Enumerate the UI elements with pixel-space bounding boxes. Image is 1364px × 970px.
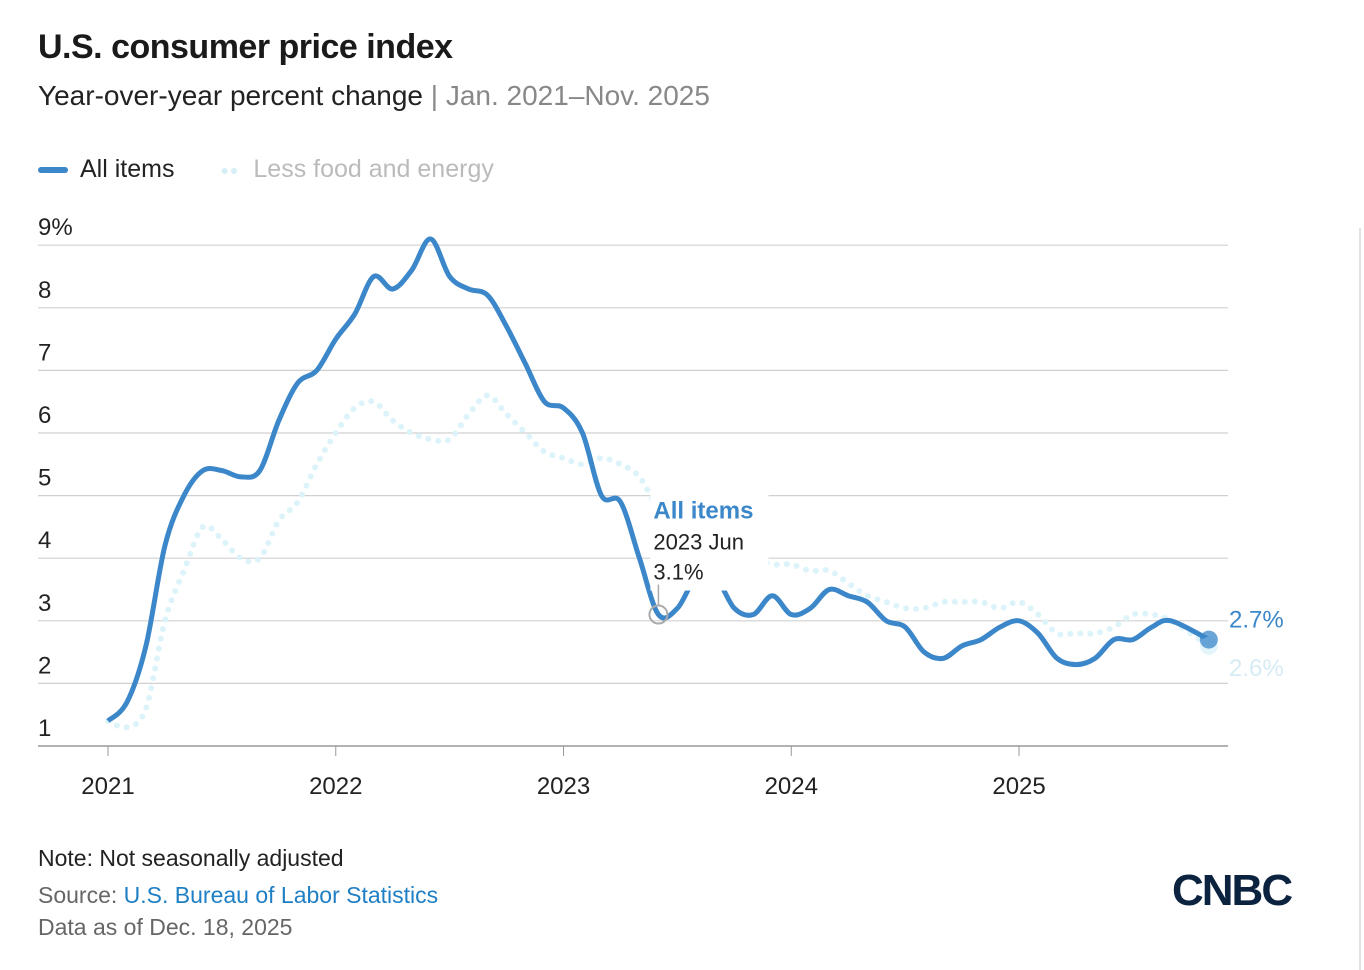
series-line-core [105, 392, 1212, 731]
legend-swatch-core: ●● [220, 161, 240, 178]
source-label: Source: [38, 882, 118, 908]
y-tick-label: 6 [38, 402, 51, 429]
x-tick-label: 2023 [537, 773, 590, 800]
source-link[interactable]: U.S. Bureau of Labor Statistics [123, 882, 439, 908]
note: Note: Not seasonally adjusted [38, 845, 344, 871]
chart-subtitle: Year-over-year percent change | Jan. 202… [38, 80, 710, 111]
scrollbar-edge [1359, 228, 1361, 970]
tooltip-series: All items [653, 498, 753, 525]
y-tick-label: 5 [38, 465, 51, 492]
source: Source: U.S. Bureau of Labor Statistics [38, 882, 438, 909]
end-label-core: 2.6% [1229, 655, 1284, 682]
data-as-of: Data as of Dec. 18, 2025 [38, 914, 293, 940]
cnbc-logo: CNBC [1172, 866, 1293, 915]
end-marker-all-items [1199, 630, 1218, 649]
y-tick-label: 2 [38, 652, 51, 679]
tooltip-value: 3.1% [653, 560, 703, 585]
x-tick-label: 2024 [765, 773, 818, 800]
y-tick-label: 3 [38, 590, 51, 617]
line-chart: 1 2 3 4 5 6 7 8 9% 2021 2022 2023 2024 2025 2.7% 2.6% Al… [38, 214, 1284, 800]
tooltip-marker [648, 604, 669, 625]
legend: All items ●● Less food and energy [38, 155, 494, 184]
legend-label-all-items[interactable]: All items [80, 155, 175, 183]
chart-title: U.S. consumer price index [38, 28, 453, 66]
date-range: Jan. 2021–Nov. 2025 [445, 80, 710, 111]
legend-label-core[interactable]: Less food and energy [253, 155, 494, 183]
tooltip-background [650, 494, 769, 591]
y-tick-label: 7 [38, 339, 51, 366]
x-tick-label: 2022 [309, 773, 362, 800]
subtitle-text: Year-over-year percent change [38, 80, 423, 111]
series-line-all-items [106, 236, 1210, 723]
y-tick-label: 4 [38, 527, 51, 554]
x-tick-label: 2021 [81, 773, 134, 800]
tooltip-date: 2023 Jun [653, 530, 744, 555]
end-label-all-items: 2.7% [1229, 607, 1284, 634]
y-tick-label: 1 [38, 715, 51, 742]
legend-swatch-all-items [38, 166, 68, 173]
y-tick-label: 9% [38, 214, 73, 241]
y-tick-label: 8 [38, 277, 51, 304]
x-tick-label: 2025 [992, 773, 1045, 800]
